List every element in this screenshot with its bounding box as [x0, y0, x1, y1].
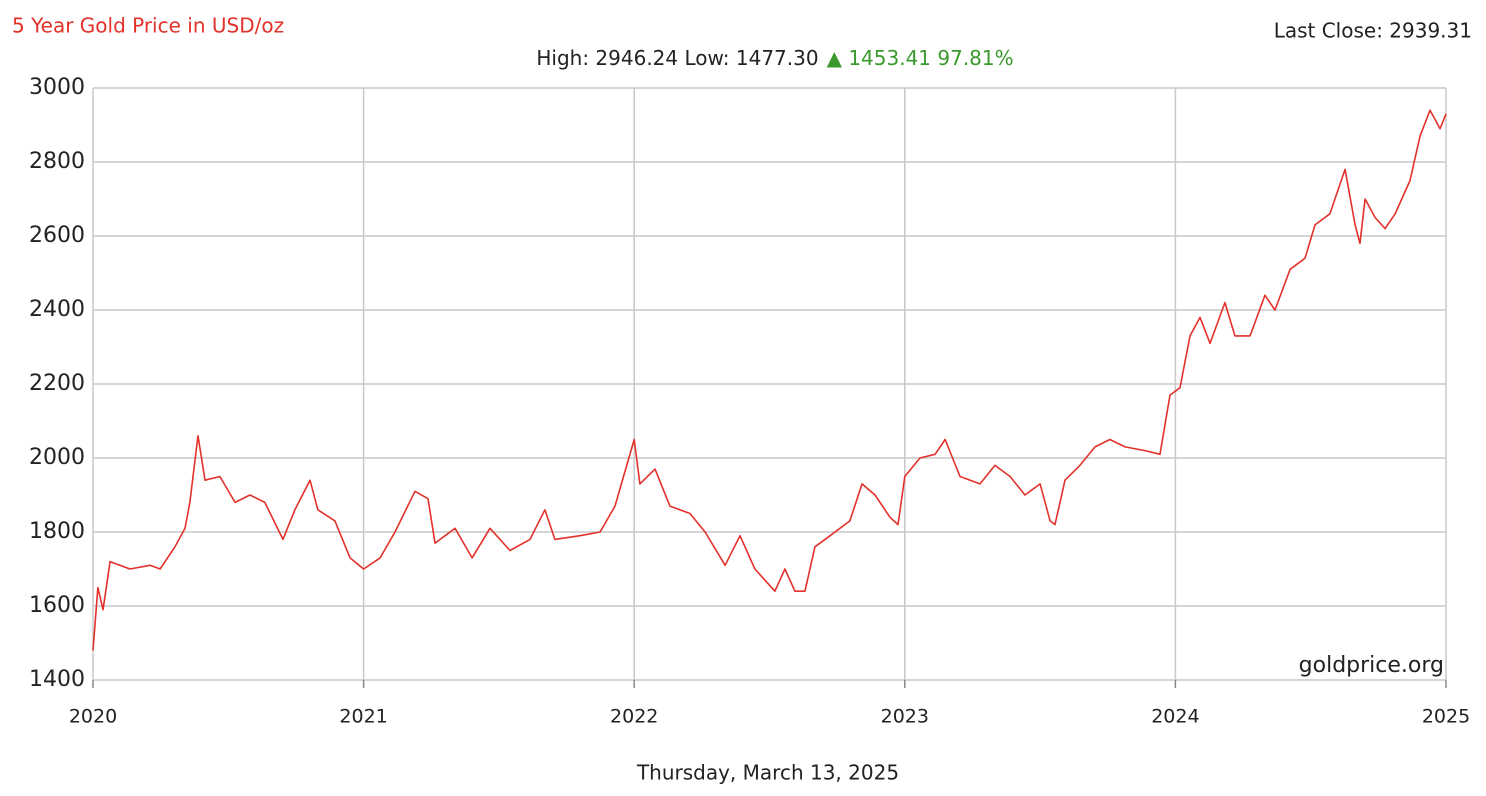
y-tick-label: 2800: [29, 149, 85, 174]
last-close: Last Close: 2939.31: [1274, 19, 1472, 43]
y-tick-label: 2000: [29, 445, 85, 470]
y-tick-label: 1600: [29, 593, 85, 618]
y-tick-label: 3000: [29, 75, 85, 100]
x-tick-label: 2021: [339, 706, 387, 728]
source: goldprice.org: [1299, 653, 1444, 678]
y-tick-label: 1400: [29, 667, 85, 692]
y-tick-label: 2600: [29, 223, 85, 248]
y-tick-label: 2400: [29, 297, 85, 322]
change: ▲ 1453.41 97.81%: [827, 46, 1014, 70]
date: Thursday, March 13, 2025: [636, 761, 899, 785]
x-tick-label: 2022: [610, 706, 658, 728]
x-tick-label: 2023: [881, 706, 929, 728]
summary: High: 2946.24 Low: 1477.30 ▲ 1453.41 97.8…: [536, 46, 1013, 70]
price-line: [92, 109, 1447, 651]
y-tick-label: 1800: [29, 519, 85, 544]
chart-title: 5 Year Gold Price in USD/oz: [12, 14, 284, 38]
y-tick-label: 2200: [29, 371, 85, 396]
x-tick-label: 2024: [1151, 706, 1199, 728]
high-low: High: 2946.24 Low: 1477.30: [536, 46, 818, 70]
x-tick-label: 2020: [69, 706, 117, 728]
x-tick-label: 2025: [1422, 706, 1470, 728]
